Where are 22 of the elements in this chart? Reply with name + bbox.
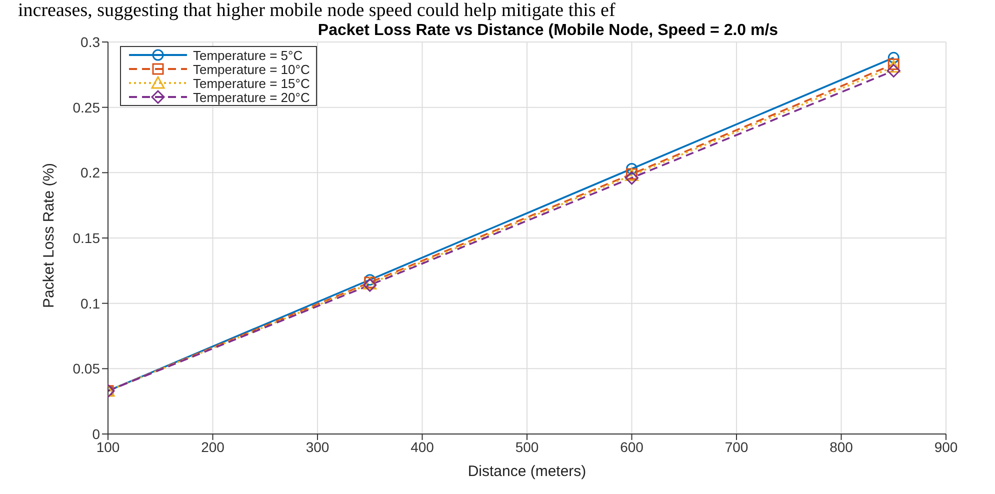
- x-tick-label: 800: [830, 438, 854, 455]
- legend-label: Temperature = 15°C: [193, 76, 310, 90]
- legend-label: Temperature = 20°C: [193, 90, 310, 104]
- x-tick-label: 900: [934, 438, 958, 455]
- y-tick-label: 0.05: [72, 360, 100, 377]
- legend-label: Temperature = 5°C: [193, 48, 303, 62]
- y-axis-title: Packet Loss Rate (%): [40, 162, 58, 308]
- y-tick-label: 0.15: [72, 230, 100, 246]
- y-tick-label: 0.25: [72, 99, 100, 116]
- x-tick-label: 200: [201, 438, 225, 455]
- x-tick-label: 600: [620, 438, 644, 455]
- x-tick-label: 300: [306, 438, 330, 455]
- chart-title: Packet Loss Rate vs Distance (Mobile Node, Speed = 2.0 m/s: [316, 22, 780, 40]
- x-tick-label: 500: [515, 438, 539, 455]
- x-tick-label: 700: [724, 438, 748, 455]
- y-tick-label: 0.2: [80, 164, 100, 181]
- x-axis-title: Distance (meters): [468, 463, 586, 480]
- text: increases, suggesting that higher mobile node speed could help mitigate this ef: [18, 0, 616, 22]
- x-tick-label: 400: [410, 438, 434, 455]
- y-tick-label: 0.1: [80, 295, 100, 312]
- y-tick-label: 0.3: [80, 34, 100, 50]
- legend-label: Temperature = 10°C: [193, 62, 310, 76]
